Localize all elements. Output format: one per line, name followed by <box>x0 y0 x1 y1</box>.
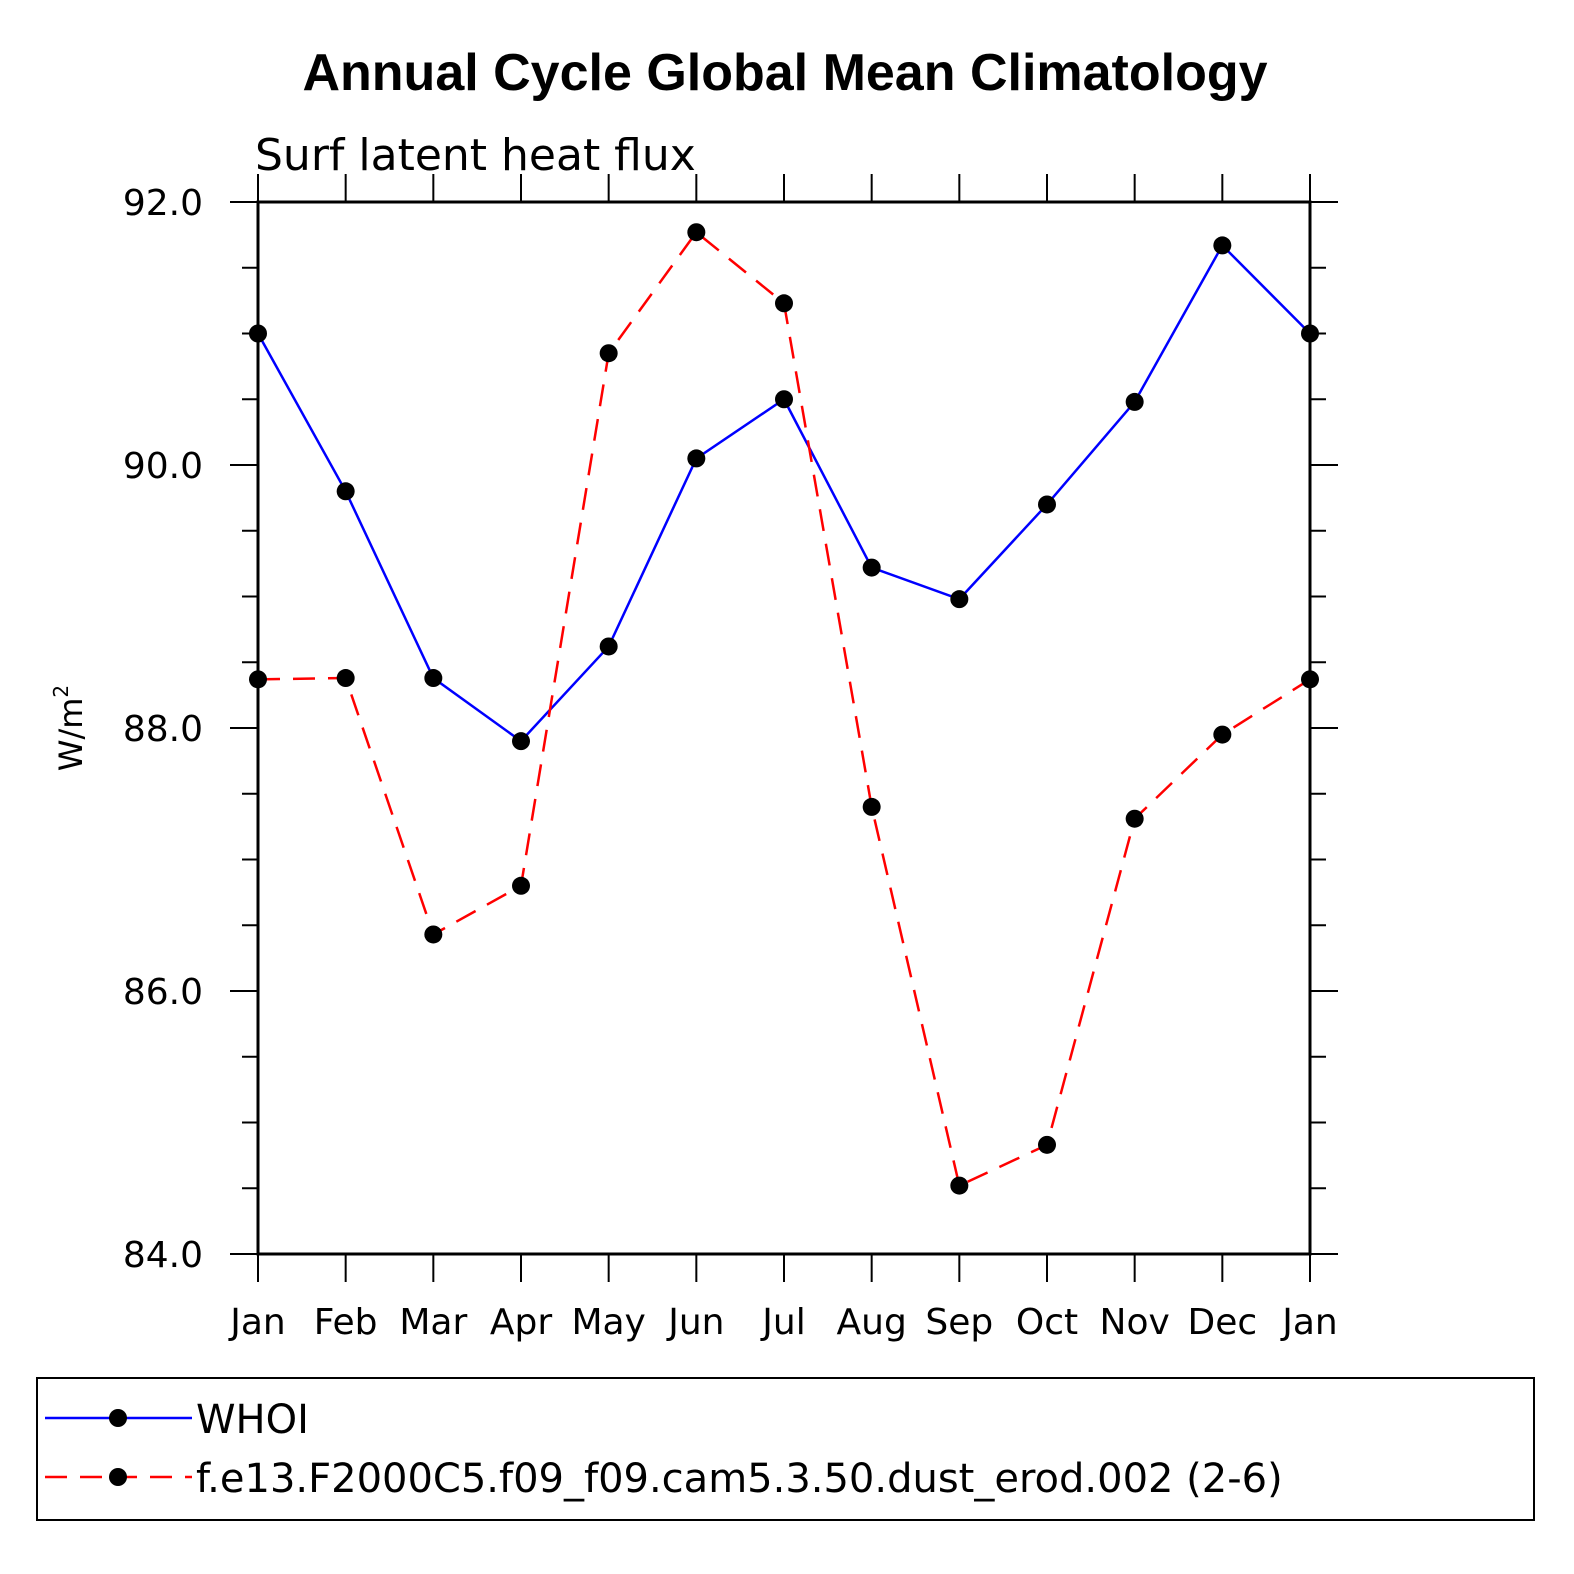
x-tick-label: Feb <box>314 1302 378 1343</box>
data-point <box>336 482 355 501</box>
data-point <box>862 797 881 816</box>
x-tick-label: Jan <box>1280 1302 1338 1343</box>
axes <box>230 174 1338 1282</box>
data-point <box>950 1176 969 1195</box>
data-point <box>512 876 530 895</box>
data-point <box>950 590 969 609</box>
x-tick-label: Oct <box>1016 1302 1078 1343</box>
y-tick-label: 84.0 <box>123 1235 203 1276</box>
data-point <box>862 558 881 577</box>
series-2 <box>249 223 1319 1195</box>
data-point <box>599 637 618 656</box>
y-axis-label: W/m2 <box>49 685 90 771</box>
data-point <box>1125 809 1144 828</box>
legend-marker-2 <box>109 1468 127 1486</box>
x-tick-label: Dec <box>1187 1302 1257 1343</box>
data-point <box>599 344 618 363</box>
data-point <box>687 449 706 468</box>
y-tick-label: 90.0 <box>123 446 203 487</box>
data-point <box>336 669 355 688</box>
series-line <box>256 243 1311 743</box>
y-tick-labels: 84.0 86.0 88.0 90.0 92.0 <box>123 183 203 1276</box>
y-tick-label: 88.0 <box>123 709 203 750</box>
chart-title: Annual Cycle Global Mean Climatology <box>302 44 1267 102</box>
x-tick-label: Apr <box>490 1302 552 1343</box>
y-axis-label-superscript: 2 <box>49 685 73 698</box>
data-point <box>512 732 530 751</box>
y-tick-label: 86.0 <box>123 972 203 1013</box>
svg-text:W/m2: W/m2 <box>49 685 90 771</box>
x-tick-label: Aug <box>837 1302 907 1343</box>
x-tick-label: Jun <box>666 1302 724 1343</box>
legend: WHOI f.e13.F2000C5.f09_f09.cam5.3.50.dust… <box>36 1377 1535 1521</box>
data-point <box>1301 324 1319 343</box>
data-point <box>1038 1135 1056 1154</box>
series-layer <box>249 223 1319 1195</box>
data-point <box>1038 495 1056 514</box>
legend-label-2: f.e13.F2000C5.f09_f09.cam5.3.50.dust_ero… <box>196 1456 1283 1502</box>
legend-label-1: WHOI <box>196 1397 309 1443</box>
x-tick-label: May <box>571 1302 645 1343</box>
y-tick-label: 92.0 <box>123 183 203 224</box>
x-tick-label: Sep <box>925 1302 993 1343</box>
x-tick-label: Nov <box>1100 1302 1170 1343</box>
x-tick-label: Mar <box>399 1302 467 1343</box>
data-point <box>1125 392 1144 411</box>
data-point <box>249 324 267 343</box>
plot-frame <box>256 200 1312 1256</box>
x-tick-label: Jan <box>228 1302 286 1343</box>
data-point <box>1213 725 1232 744</box>
data-point <box>687 223 706 242</box>
data-point <box>1301 670 1319 689</box>
data-point <box>424 925 443 944</box>
data-point <box>775 294 793 313</box>
y-axis-label-text: W/m <box>52 698 90 772</box>
x-tick-labels: Jan Feb Mar Apr May Jun Jul Aug Sep Oct Nov Dec Jan <box>228 1302 1338 1343</box>
data-point <box>424 669 443 688</box>
series-line <box>257 230 1311 1188</box>
chart-subtitle: Surf latent heat flux <box>255 130 696 181</box>
data-point <box>249 670 267 689</box>
data-point <box>775 390 793 409</box>
legend-marker-1 <box>109 1409 127 1427</box>
x-tick-label: Jul <box>760 1302 805 1343</box>
data-point <box>1213 236 1232 255</box>
legend-box <box>36 1377 1535 1521</box>
series-1 <box>249 236 1319 751</box>
